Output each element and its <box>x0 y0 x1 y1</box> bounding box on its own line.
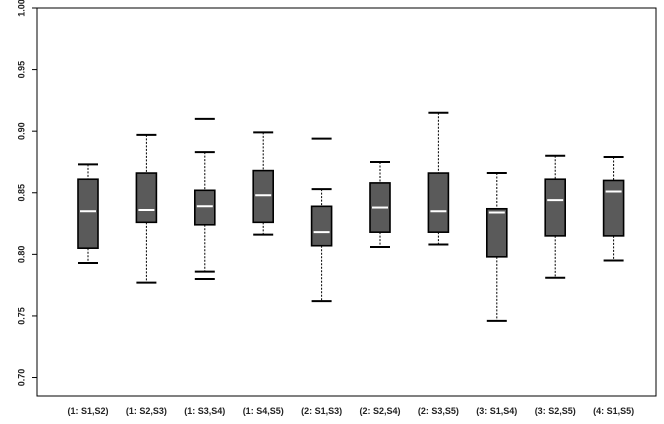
box-5 <box>310 137 333 303</box>
y-tick-label: 0.80 <box>16 246 26 264</box>
x-category-label: (2: S3,S5) <box>418 406 459 416</box>
iqr-box <box>427 172 450 233</box>
x-category-label: (4: S1,S5) <box>593 406 634 416</box>
box-6 <box>369 160 391 248</box>
y-tick-label: 0.75 <box>16 307 26 325</box>
y-tick-label: 0.85 <box>16 184 26 202</box>
box-3 <box>194 117 216 280</box>
iqr-box <box>135 172 158 224</box>
iqr-box <box>544 178 567 237</box>
x-category-label: (1: S2,S3) <box>126 406 167 416</box>
box-9 <box>544 154 567 279</box>
x-category-label: (1: S3,S4) <box>184 406 225 416</box>
iqr-box <box>602 179 625 237</box>
iqr-box <box>77 178 99 249</box>
iqr-box <box>485 207 508 258</box>
box-2 <box>135 133 158 284</box>
x-category-label: (3: S1,S4) <box>476 406 517 416</box>
iqr-box <box>252 169 274 224</box>
iqr-box <box>310 205 333 247</box>
x-category-label: (3: S2,S5) <box>535 406 576 416</box>
y-tick-label: 1.00 <box>16 0 26 17</box>
iqr-box <box>194 189 216 226</box>
x-category-label: (1: S1,S2) <box>67 406 108 416</box>
x-category-label: (1: S4,S5) <box>243 406 284 416</box>
x-axis: (1: S1,S2) (1: S2,S3) (1: S3,S4) (1: S4,S5)… <box>67 406 634 416</box>
y-axis: 0.70 0.75 0.80 0.85 0.90 0.95 1.00 <box>16 0 37 386</box>
y-tick-label: 0.95 <box>16 61 26 79</box>
x-category-label: (2: S1,S3) <box>301 406 342 416</box>
box-10 <box>602 156 625 262</box>
y-tick-label: 0.90 <box>16 122 26 140</box>
box-7 <box>427 111 450 246</box>
x-category-label: (2: S2,S4) <box>359 406 400 416</box>
plot-frame <box>36 7 657 397</box>
y-tick-label: 0.70 <box>16 369 26 387</box>
box-8 <box>485 172 508 322</box>
box-1 <box>77 163 99 264</box>
box-group <box>77 111 625 322</box>
box-4 <box>252 131 274 236</box>
